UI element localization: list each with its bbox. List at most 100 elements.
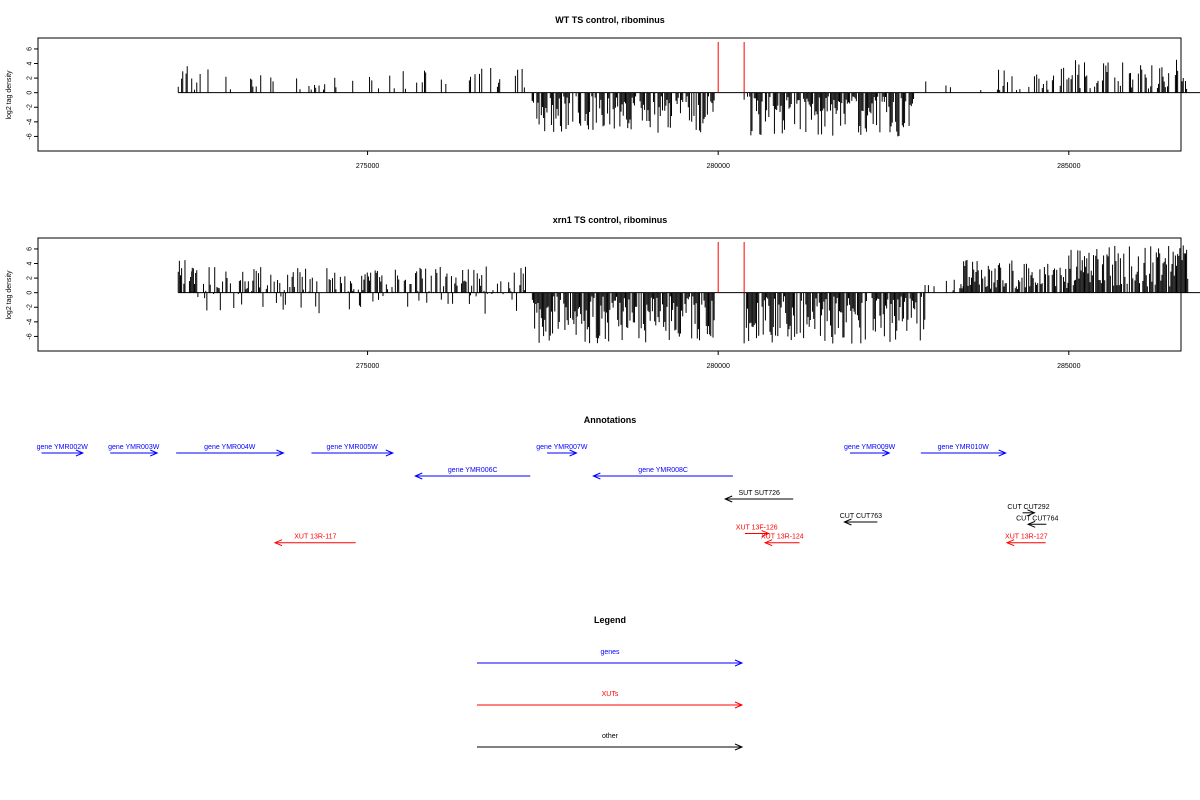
x-axis: 275000 280000 285000 [356, 351, 1081, 370]
y-axis: 6 4 2 0 -2 -4 -6 [27, 247, 38, 340]
legend-entry: other [477, 733, 744, 751]
y-tick-label: -6 [27, 333, 34, 339]
annotation-arrow [723, 495, 794, 503]
annotation-label: gene YMR006C [448, 467, 498, 474]
annotation-feature: XUT 13R-127 [1005, 534, 1048, 547]
y-tick-label: -4 [27, 119, 34, 125]
legend-arrow [477, 659, 744, 667]
annotation-feature: gene YMR010W [920, 444, 1007, 457]
annotation-feature: CUT CUT764 [1016, 515, 1058, 528]
annotation-label: XUT 13R-124 [761, 534, 804, 541]
legend-title: Legend [594, 615, 626, 625]
annotation-label: XUT 13R-127 [1005, 534, 1048, 541]
legend-label: genes [600, 649, 620, 656]
annotation-arrow [843, 518, 878, 526]
y-axis-label: log2 tag density [6, 270, 13, 320]
legend-entry: genes [477, 649, 744, 667]
annotation-arrow [41, 449, 85, 457]
annotation-label: gene YMR004W [204, 444, 256, 451]
annotation-features: gene YMR002W gene YMR003W gene YMR004W gene… [37, 444, 1058, 547]
annotation-arrow [547, 449, 578, 457]
annotations-panel: Annotations gene YMR002W gene YMR003W gene… [37, 415, 1058, 547]
annotation-arrow [920, 449, 1007, 457]
annotation-feature: XUT 13R-124 [761, 534, 804, 547]
y-tick-label: 0 [27, 91, 34, 95]
y-tick-label: 0 [27, 291, 34, 295]
annotation-arrow [1022, 509, 1036, 517]
annotation-arrow [592, 472, 733, 480]
annotation-label: SUT SUT726 [738, 490, 780, 497]
annotation-label: gene YMR008C [638, 467, 688, 474]
annotation-feature: gene YMR002W [37, 444, 89, 457]
y-axis-label: log2 tag density [6, 70, 13, 120]
y-tick-label: 2 [27, 76, 34, 80]
legend-panel: Legend genes XUTs other [477, 615, 744, 751]
annotation-feature: SUT SUT726 [723, 490, 794, 503]
annotation-feature: gene YMR005W [311, 444, 395, 457]
x-tick-label: 285000 [1057, 163, 1080, 170]
y-tick-label: -2 [27, 304, 34, 310]
signal-bars [177, 59, 1188, 137]
x-axis: 275000 280000 285000 [356, 151, 1081, 170]
y-tick-label: 2 [27, 276, 34, 280]
annotation-feature: gene YMR008C [592, 467, 733, 480]
annotation-arrow [1005, 539, 1046, 547]
annotation-feature: XUT 13F-126 [736, 525, 778, 537]
x-tick-label: 275000 [356, 163, 379, 170]
annotation-feature: gene YMR003W [108, 444, 160, 457]
panel-title: xrn1 TS control, ribominus [553, 215, 668, 225]
annotation-feature: gene YMR009W [844, 444, 896, 457]
x-tick-label: 280000 [707, 163, 730, 170]
y-axis: 6 4 2 0 -2 -4 -6 [27, 47, 38, 140]
annotation-label: gene YMR002W [37, 444, 89, 451]
track-panel-wt: WT TS control, ribominus log2 tag densit… [6, 15, 1200, 170]
annotation-feature: CUT CUT292 [1007, 504, 1050, 517]
legend-arrow [477, 743, 744, 751]
legend-entry: XUTs [477, 691, 744, 709]
track-panel-xrn1: xrn1 TS control, ribominus log2 tag dens… [6, 215, 1200, 370]
y-tick-label: -6 [27, 133, 34, 139]
legend-label: XUTs [602, 691, 619, 698]
signal-bars [177, 245, 1189, 344]
legend-label: other [602, 733, 619, 740]
panel-title: WT TS control, ribominus [555, 15, 665, 25]
annotation-label: gene YMR003W [108, 444, 160, 451]
annotation-label: XUT 13F-126 [736, 525, 778, 532]
annotation-arrow [110, 449, 159, 457]
x-tick-label: 285000 [1057, 363, 1080, 370]
red-markers [717, 242, 745, 293]
annotation-arrow [273, 539, 356, 547]
annotations-title: Annotations [584, 415, 637, 425]
red-markers [717, 42, 745, 93]
annotation-label: gene YMR009W [844, 444, 896, 451]
annotation-label: CUT CUT292 [1007, 504, 1049, 511]
y-tick-label: -2 [27, 104, 34, 110]
annotation-arrow [413, 472, 531, 480]
annotation-label: CUT CUT764 [1016, 515, 1058, 522]
annotation-arrow [1026, 520, 1047, 528]
plot-frame [37, 237, 1182, 352]
y-tick-label: 6 [27, 247, 34, 251]
legend-entries: genes XUTs other [477, 649, 744, 751]
y-tick-label: -4 [27, 319, 34, 325]
annotation-arrow [311, 449, 395, 457]
annotation-feature: CUT CUT763 [840, 513, 882, 526]
annotation-feature: gene YMR006C [413, 467, 531, 480]
annotation-label: CUT CUT763 [840, 513, 882, 520]
annotation-arrow [850, 449, 891, 457]
annotation-arrow [744, 530, 770, 537]
annotation-feature: gene YMR004W [176, 444, 285, 457]
x-tick-label: 275000 [356, 363, 379, 370]
annotation-label: gene YMR005W [327, 444, 379, 451]
y-tick-label: 4 [27, 61, 34, 65]
x-tick-label: 280000 [707, 363, 730, 370]
annotation-label: gene YMR007W [536, 444, 588, 451]
annotation-label: XUT 13R-117 [294, 534, 336, 541]
annotation-arrow [176, 449, 285, 457]
annotation-feature: gene YMR007W [536, 444, 588, 457]
annotation-arrow [763, 539, 800, 547]
plot-frame [37, 37, 1182, 152]
annotation-feature: XUT 13R-117 [273, 534, 356, 547]
y-tick-label: 4 [27, 261, 34, 265]
